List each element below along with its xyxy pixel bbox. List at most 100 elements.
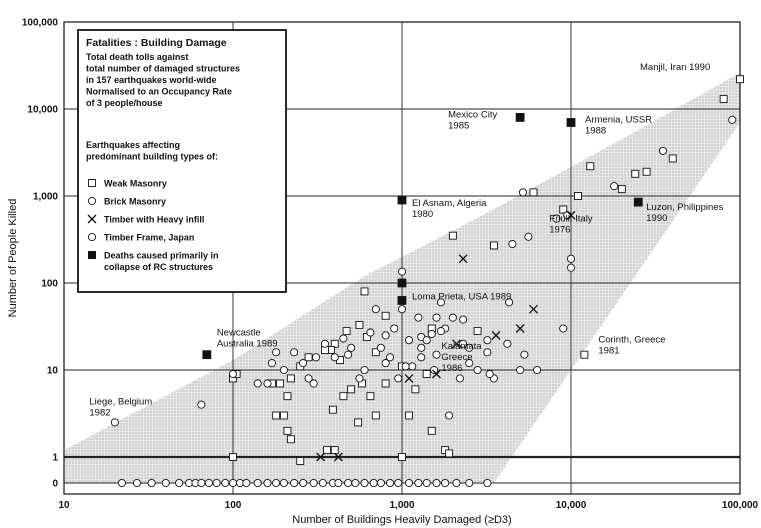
data-point <box>381 379 390 388</box>
data-point <box>445 411 454 420</box>
cross-stroke <box>404 373 414 383</box>
data-point <box>253 478 262 488</box>
data-point <box>369 478 378 488</box>
data-point <box>503 339 512 348</box>
data-point <box>658 146 667 155</box>
annotation-label: 1990 <box>646 213 667 224</box>
data-point <box>417 353 426 362</box>
legend-title: Fatalities : Building Damage <box>86 37 227 49</box>
data-point <box>355 374 364 383</box>
data-point <box>376 343 385 352</box>
annotation-label: 1982 <box>89 408 110 419</box>
data-point <box>452 478 461 488</box>
data-point <box>304 353 313 362</box>
legend-entry-label: Brick Masonry <box>104 197 166 207</box>
x-tick-label: 100,000 <box>722 500 759 511</box>
data-point <box>283 426 292 435</box>
legend-subheading: predominant building types of: <box>86 152 218 162</box>
legend-entry-label: Timber Frame, Japan <box>104 233 194 243</box>
data-point <box>344 478 353 488</box>
x-tick-label: 100 <box>225 500 242 511</box>
data-point <box>405 411 413 420</box>
data-point <box>347 385 356 394</box>
cross-stroke <box>87 214 97 224</box>
data-point <box>309 478 318 488</box>
annotation-label: El Asnam, Algeria <box>412 198 487 209</box>
data-point <box>323 446 331 455</box>
data-point <box>272 478 281 488</box>
data-point <box>411 385 420 394</box>
legend-marker-circle-icon <box>87 196 97 206</box>
data-point <box>533 365 542 375</box>
data-point <box>398 453 406 461</box>
data-point <box>286 374 295 383</box>
data-point <box>586 162 595 171</box>
cross-stroke <box>529 304 538 314</box>
legend-entry-label: Timber with Heavy infill <box>104 215 204 225</box>
data-point <box>110 418 119 427</box>
cross-stroke <box>333 452 343 462</box>
annotation-label: Friuli, Italy <box>549 213 593 224</box>
data-point <box>566 210 576 220</box>
annotation-label: Liege, Belgium <box>89 397 152 408</box>
data-point <box>316 452 326 462</box>
data-point <box>485 369 494 379</box>
data-point <box>381 311 390 320</box>
data-point <box>279 411 288 420</box>
data-point <box>360 478 369 488</box>
data-point <box>197 400 206 409</box>
data-point <box>459 339 468 348</box>
data-point <box>334 478 343 488</box>
data-point <box>451 339 461 349</box>
y-tick-label: 1,000 <box>33 192 58 203</box>
annotation-label: Newcastle <box>217 328 261 339</box>
annotation-label: Corinth, Greece <box>598 335 665 346</box>
legend-entry-label: Deaths caused primarily in <box>104 251 219 261</box>
data-point <box>263 379 272 388</box>
data-point <box>566 263 576 272</box>
data-point <box>491 330 501 340</box>
data-point <box>559 205 568 214</box>
data-point <box>473 327 482 336</box>
annotation-label: Australia 1989 <box>217 339 278 350</box>
data-point <box>736 75 744 84</box>
data-point <box>483 336 492 345</box>
data-point <box>351 478 360 488</box>
data-point <box>339 334 348 343</box>
data-point <box>515 324 525 333</box>
data-point <box>212 478 221 488</box>
data-point <box>566 118 576 127</box>
annotation-label: 1988 <box>585 125 606 136</box>
data-point <box>728 115 737 124</box>
annotation-label: Luzon, Philippines <box>646 202 723 213</box>
data-point <box>529 304 538 314</box>
data-point <box>441 478 450 488</box>
data-point <box>719 95 728 104</box>
data-point <box>354 418 363 427</box>
data-point <box>430 365 439 375</box>
chart-legend: Fatalities : Building Damage Total death … <box>77 29 287 293</box>
legend-description: total number of damaged structures <box>86 64 240 74</box>
data-point <box>228 478 238 488</box>
data-point <box>633 197 643 207</box>
legend-marker-filled-square-icon <box>88 251 96 259</box>
cross-stroke <box>515 324 525 333</box>
data-point <box>347 343 356 352</box>
data-point <box>328 405 337 414</box>
data-point <box>371 348 380 357</box>
data-point <box>204 478 213 488</box>
data-point <box>448 313 457 322</box>
data-point <box>529 188 538 197</box>
data-point <box>414 478 423 488</box>
annotation-label: Greece <box>441 352 472 363</box>
cross-stroke <box>491 330 501 340</box>
data-point <box>404 373 414 383</box>
data-point <box>404 478 414 488</box>
data-point <box>333 452 343 462</box>
data-point <box>404 336 414 345</box>
data-point <box>422 370 431 378</box>
legend-description: of 3 people/house <box>86 98 163 108</box>
data-point <box>117 478 126 488</box>
plot-frame <box>63 21 741 495</box>
data-point <box>242 478 251 488</box>
